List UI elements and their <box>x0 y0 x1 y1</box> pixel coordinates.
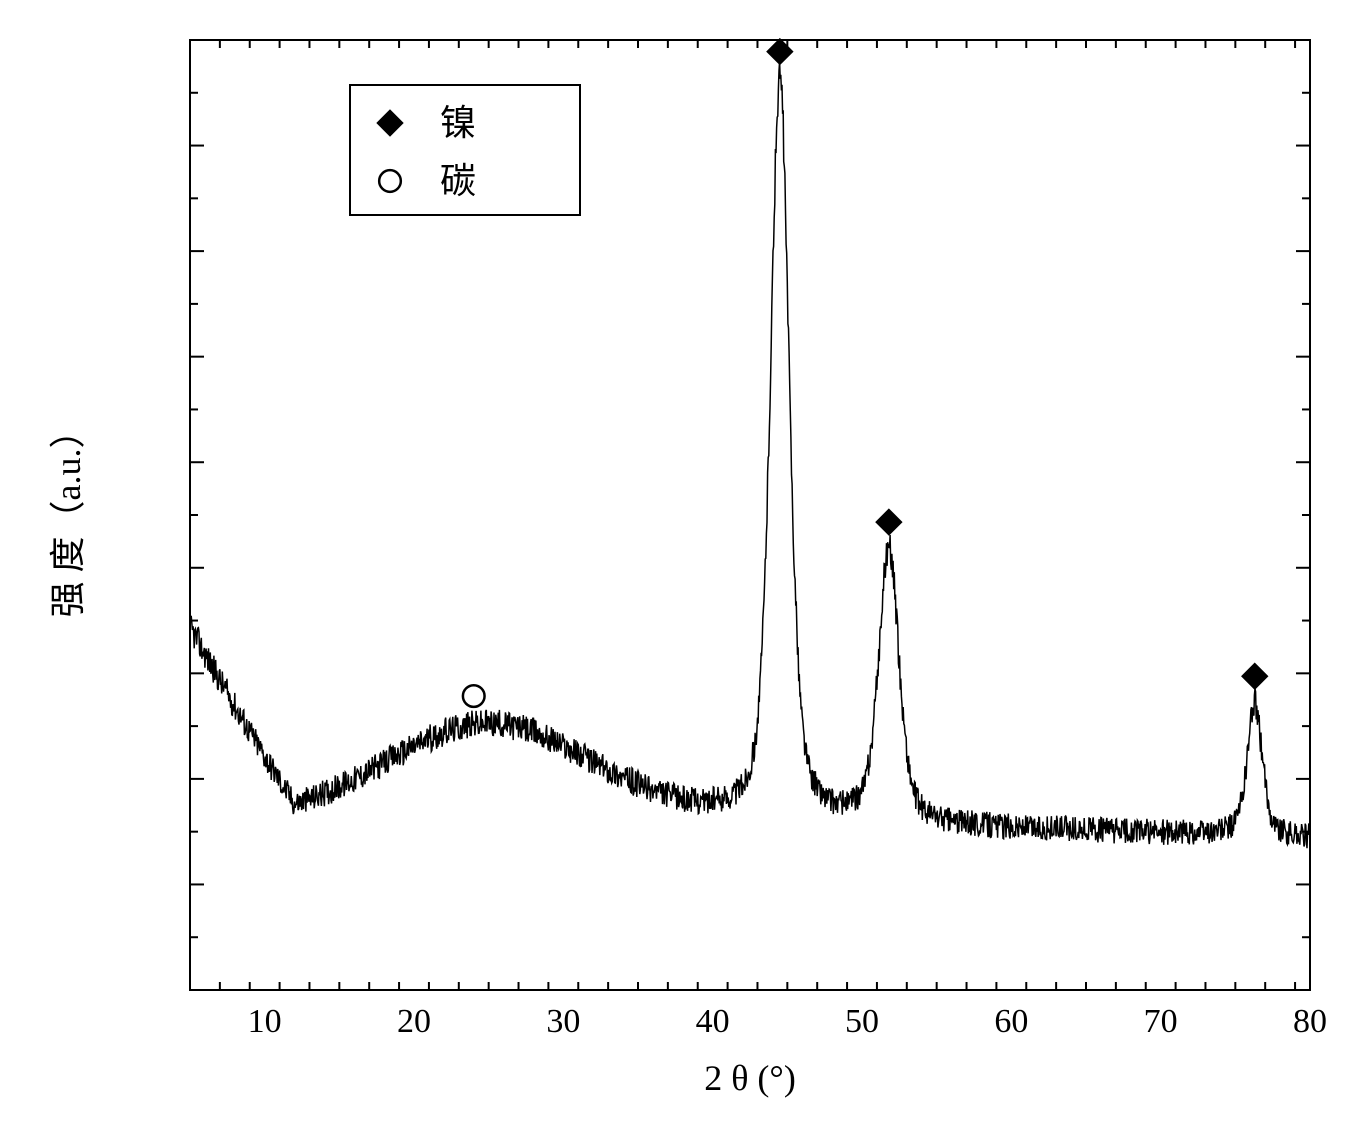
legend-label: 镍 <box>440 103 476 143</box>
x-tick-label: 20 <box>397 1003 431 1040</box>
legend: 镍碳 <box>350 85 580 215</box>
x-tick-label: 40 <box>696 1003 730 1040</box>
svg-text:2 θ (°): 2 θ (°) <box>704 1058 796 1098</box>
x-tick-label: 10 <box>248 1003 282 1040</box>
xrd-chart: 10 20 30 40 50 60 70 80 2 θ (°) 强 度（a.u.） 镍碳 <box>0 0 1362 1124</box>
x-axis-label: 2 θ (°) <box>704 1058 796 1098</box>
y-axis-label: 强 度（a.u.） <box>48 413 88 618</box>
svg-text:强 度（a.u.）: 强 度（a.u.） <box>48 413 88 618</box>
x-tick-label: 50 <box>845 1003 879 1040</box>
x-tick-label: 30 <box>546 1003 580 1040</box>
x-tick-label: 70 <box>1144 1003 1178 1040</box>
x-tick-label: 60 <box>994 1003 1028 1040</box>
chart-svg: 10 20 30 40 50 60 70 80 2 θ (°) 强 度（a.u.） 镍碳 <box>0 0 1362 1124</box>
legend-label: 碳 <box>440 161 476 201</box>
x-tick-label: 80 <box>1293 1003 1327 1040</box>
